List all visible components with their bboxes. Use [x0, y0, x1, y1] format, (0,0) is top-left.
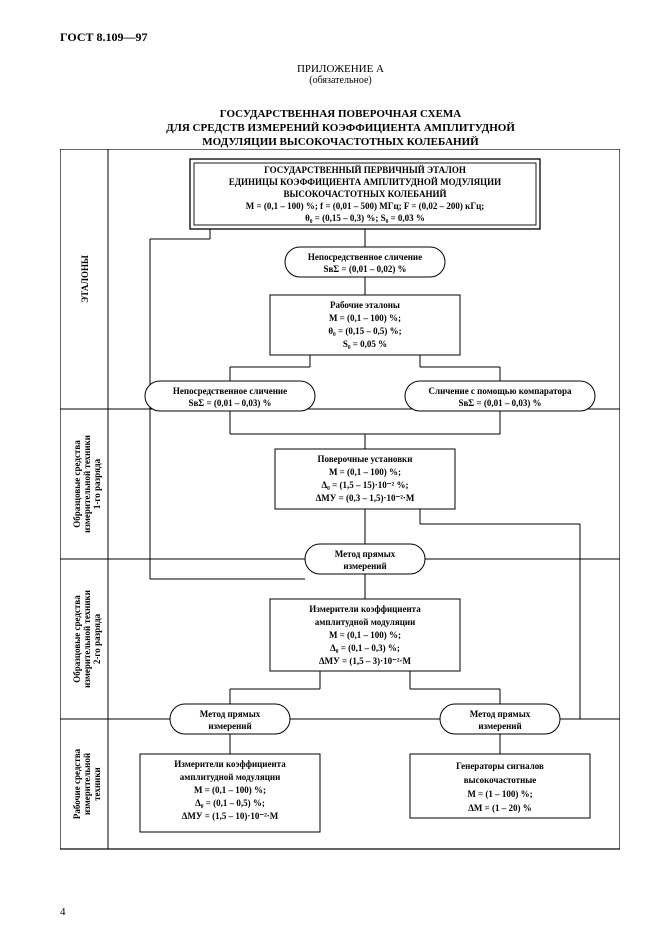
svg-text:M = (0,1 – 100) %;: M = (0,1 – 100) %;	[329, 313, 401, 323]
svg-text:Сличение с помощью компаратора: Сличение с помощью компаратора	[429, 386, 572, 396]
svg-text:ΔM = (1 – 20) %: ΔM = (1 – 20) %	[468, 803, 532, 813]
svg-text:высокочастотные: высокочастотные	[464, 775, 537, 785]
svg-text:Метод прямых: Метод прямых	[200, 709, 261, 719]
svg-text:Измерители коэффициента: Измерители коэффициента	[174, 759, 286, 769]
appendix-label: ПРИЛОЖЕНИЕ А	[60, 63, 621, 75]
generators-box: Генераторы сигналов высокочастотные M = …	[410, 754, 590, 818]
svg-text:Δ₀ = (1,5 – 15)·10⁻² %;: Δ₀ = (1,5 – 15)·10⁻² %;	[322, 480, 409, 490]
svg-text:1-го разряда: 1-го разряда	[92, 459, 102, 510]
svg-text:измерительной техники: измерительной техники	[82, 435, 92, 533]
svg-text:ГОСУДАРСТВЕННЫЙ ПЕРВИЧНЫЙ ЭТАЛ: ГОСУДАРСТВЕННЫЙ ПЕРВИЧНЫЙ ЭТАЛОН	[264, 165, 466, 175]
mandatory-label: (обязательное)	[60, 75, 621, 86]
svg-text:S₀ = 0,05 %: S₀ = 0,05 %	[343, 339, 387, 349]
svg-text:амплитудной модуляции: амплитудной модуляции	[180, 772, 281, 782]
svg-text:Генераторы сигналов: Генераторы сигналов	[456, 761, 544, 771]
row3-label-1: Образцовые средства	[72, 595, 82, 683]
meters-2nd-box: Измерители коэффициента амплитудной моду…	[270, 599, 460, 671]
svg-text:Δ₀ = (0,1 – 0,5) %;: Δ₀ = (0,1 – 0,5) %;	[195, 798, 265, 808]
svg-text:ΔMУ = (0,3 – 1,5)·10⁻²·M: ΔMУ = (0,3 – 1,5)·10⁻²·M	[316, 493, 415, 503]
svg-text:измерений: измерений	[343, 561, 386, 571]
svg-text:θ₀ = (0,15 – 0,3) %; S₀ = 0,03: θ₀ = (0,15 – 0,3) %; S₀ = 0,03 %	[305, 213, 425, 223]
svg-text:SвΣ = (0,01 – 0,03) %: SвΣ = (0,01 – 0,03) %	[458, 398, 541, 408]
svg-text:2-го разряда: 2-го разряда	[92, 614, 102, 665]
svg-text:Рабочие эталоны: Рабочие эталоны	[330, 300, 400, 310]
svg-text:θ₀ = (0,15 – 0,5) %;: θ₀ = (0,15 – 0,5) %;	[328, 326, 401, 336]
primary-etalon-box: ГОСУДАРСТВЕННЫЙ ПЕРВИЧНЫЙ ЭТАЛОН ЕДИНИЦЫ…	[190, 159, 540, 229]
svg-text:Поверочные установки: Поверочные установки	[318, 454, 413, 464]
meters-final-box: Измерители коэффициента амплитудной моду…	[140, 754, 320, 832]
bubble-direct-method-1: Метод прямых измерений	[305, 544, 425, 574]
bubble-direct-method-3: Метод прямых измерений	[440, 704, 560, 734]
svg-text:измерений: измерений	[478, 721, 521, 731]
svg-text:ВЫСОКОЧАСТОТНЫХ КОЛЕБАНИЙ: ВЫСОКОЧАСТОТНЫХ КОЛЕБАНИЙ	[284, 189, 447, 199]
working-etalons-box: Рабочие эталоны M = (0,1 – 100) %; θ₀ = …	[270, 295, 460, 355]
svg-text:Метод прямых: Метод прямых	[335, 549, 396, 559]
svg-text:техники: техники	[92, 768, 102, 801]
verification-setups-box: Поверочные установки M = (0,1 – 100) %; …	[275, 449, 455, 509]
bubble-comparator: Сличение с помощью компаратора SвΣ = (0,…	[405, 381, 595, 411]
bubble-direct-method-2: Метод прямых измерений	[170, 704, 290, 734]
bubble-direct-2: Непосредственное сличение SвΣ = (0,01 – …	[145, 381, 315, 411]
svg-text:SвΣ = (0,01 – 0,03) %: SвΣ = (0,01 – 0,03) %	[188, 398, 271, 408]
svg-text:измерительной: измерительной	[82, 753, 92, 815]
schema-title: ГОСУДАРСТВЕННАЯ ПОВЕРОЧНАЯ СХЕМА ДЛЯ СРЕ…	[60, 108, 621, 149]
svg-text:M = (1 – 100) %;: M = (1 – 100) %;	[467, 789, 532, 799]
svg-text:Непосредственное сличение: Непосредственное сличение	[308, 252, 422, 262]
svg-text:M = (0,1 – 100) %;: M = (0,1 – 100) %;	[329, 630, 401, 640]
svg-text:Метод прямых: Метод прямых	[470, 709, 531, 719]
svg-text:амплитудной модуляции: амплитудной модуляции	[315, 617, 416, 627]
row2-label-1: Образцовые средства	[72, 440, 82, 528]
doc-id: ГОСТ 8.109—97	[60, 30, 621, 45]
svg-text:ΔMУ = (1,5 – 3)·10⁻²·M: ΔMУ = (1,5 – 3)·10⁻²·M	[319, 656, 412, 666]
svg-text:измерительной техники: измерительной техники	[82, 590, 92, 688]
svg-text:SвΣ = (0,01 – 0,02) %: SвΣ = (0,01 – 0,02) %	[323, 264, 406, 274]
row4-label-1: Рабочие средства	[72, 749, 82, 820]
svg-text:ΔMУ = (1,5 – 10)·10⁻²·M: ΔMУ = (1,5 – 10)·10⁻²·M	[182, 811, 279, 821]
page-number: 4	[60, 906, 66, 918]
svg-text:M = (0,1 – 100) %;: M = (0,1 – 100) %;	[329, 467, 401, 477]
svg-text:Δ₀ = (0,1 – 0,3) %;: Δ₀ = (0,1 – 0,3) %;	[330, 643, 400, 653]
svg-text:Непосредственное сличение: Непосредственное сличение	[173, 386, 287, 396]
svg-text:ЕДИНИЦЫ КОЭФФИЦИЕНТА АМПЛИТУДН: ЕДИНИЦЫ КОЭФФИЦИЕНТА АМПЛИТУДНОЙ МОДУЛЯЦ…	[229, 177, 501, 187]
svg-text:M = (0,1 – 100) %; f = (0,01 –: M = (0,1 – 100) %; f = (0,01 – 500) МГц;…	[246, 201, 485, 211]
svg-text:измерений: измерений	[208, 721, 251, 731]
bubble-direct-1: Непосредственное сличение SвΣ = (0,01 – …	[285, 247, 445, 277]
svg-text:Измерители коэффициента: Измерители коэффициента	[309, 604, 421, 614]
row1-label: ЭТАЛОНЫ	[80, 255, 90, 303]
svg-text:M = (0,1 – 100) %;: M = (0,1 – 100) %;	[194, 785, 266, 795]
flowchart: ЭТАЛОНЫ Образцовые средства измерительно…	[60, 149, 620, 859]
